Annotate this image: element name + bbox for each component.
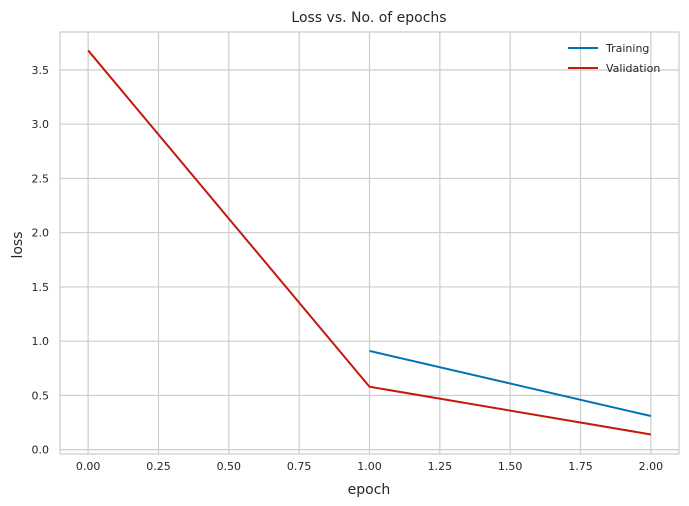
y-tick-label: 1.0 [32,335,50,348]
x-tick-label: 1.50 [498,460,523,473]
legend: Training Validation [568,42,660,75]
y-tick-label: 2.0 [32,227,50,240]
y-axis-label: loss [10,231,26,258]
y-tick-labels: 0.0 0.5 1.0 1.5 2.0 2.5 3.0 3.5 [32,64,50,457]
x-tick-label: 0.00 [76,460,101,473]
x-axis-label: epoch [348,482,391,498]
y-tick-label: 2.5 [32,172,50,185]
grid-lines [60,32,679,454]
y-tick-label: 0.0 [32,444,50,457]
series-line-training [369,349,652,418]
series-line-validation [87,49,652,436]
legend-label-training: Training [605,42,649,55]
y-tick-label: 0.5 [32,389,50,402]
x-tick-label: 1.25 [428,460,453,473]
x-tick-label: 0.75 [287,460,312,473]
y-tick-label: 1.5 [32,281,50,294]
y-tick-label: 3.5 [32,64,50,77]
x-tick-label: 2.00 [639,460,664,473]
chart-title: Loss vs. No. of epochs [291,10,446,26]
x-tick-label: 1.75 [568,460,593,473]
x-tick-label: 0.50 [217,460,242,473]
x-tick-labels: 0.00 0.25 0.50 0.75 1.00 1.25 1.50 1.75 2.00 [76,460,663,473]
x-tick-label: 1.00 [357,460,382,473]
series-lines [87,49,652,436]
x-tick-label: 0.25 [146,460,171,473]
legend-label-validation: Validation [606,62,660,75]
y-tick-label: 3.0 [32,118,50,131]
